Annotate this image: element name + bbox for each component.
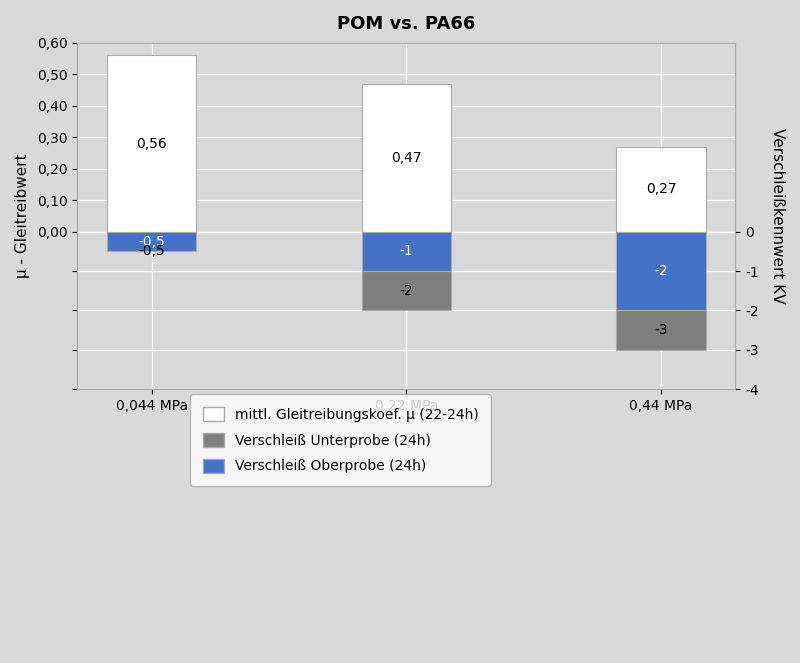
Text: -0,5: -0,5	[138, 245, 166, 259]
Y-axis label: μ - Gleitreibwert: μ - Gleitreibwert	[15, 154, 30, 278]
Title: POM vs. PA66: POM vs. PA66	[338, 15, 476, 33]
Bar	[107, 56, 197, 232]
Text: -3: -3	[654, 323, 668, 337]
Text: 0,47: 0,47	[391, 151, 422, 165]
Bar	[617, 147, 706, 232]
Text: -1: -1	[399, 245, 414, 259]
Text: -2: -2	[400, 284, 414, 298]
Bar	[617, 310, 706, 350]
Text: 0,56: 0,56	[137, 137, 167, 151]
Y-axis label: Verschleißkennwert KV: Verschleißkennwert KV	[770, 128, 785, 304]
Bar	[362, 271, 451, 310]
Legend: mittl. Gleitreibungskoef. μ (22-24h), Verschleiß Unterprobe (24h), Verschleiß Ob: mittl. Gleitreibungskoef. μ (22-24h), Ve…	[190, 394, 491, 486]
Text: 0,27: 0,27	[646, 182, 676, 196]
Bar	[617, 232, 706, 310]
Text: -2: -2	[654, 264, 668, 278]
Bar	[362, 84, 451, 232]
Bar	[362, 232, 451, 271]
Text: -0,5: -0,5	[138, 235, 166, 249]
Bar	[107, 232, 197, 251]
